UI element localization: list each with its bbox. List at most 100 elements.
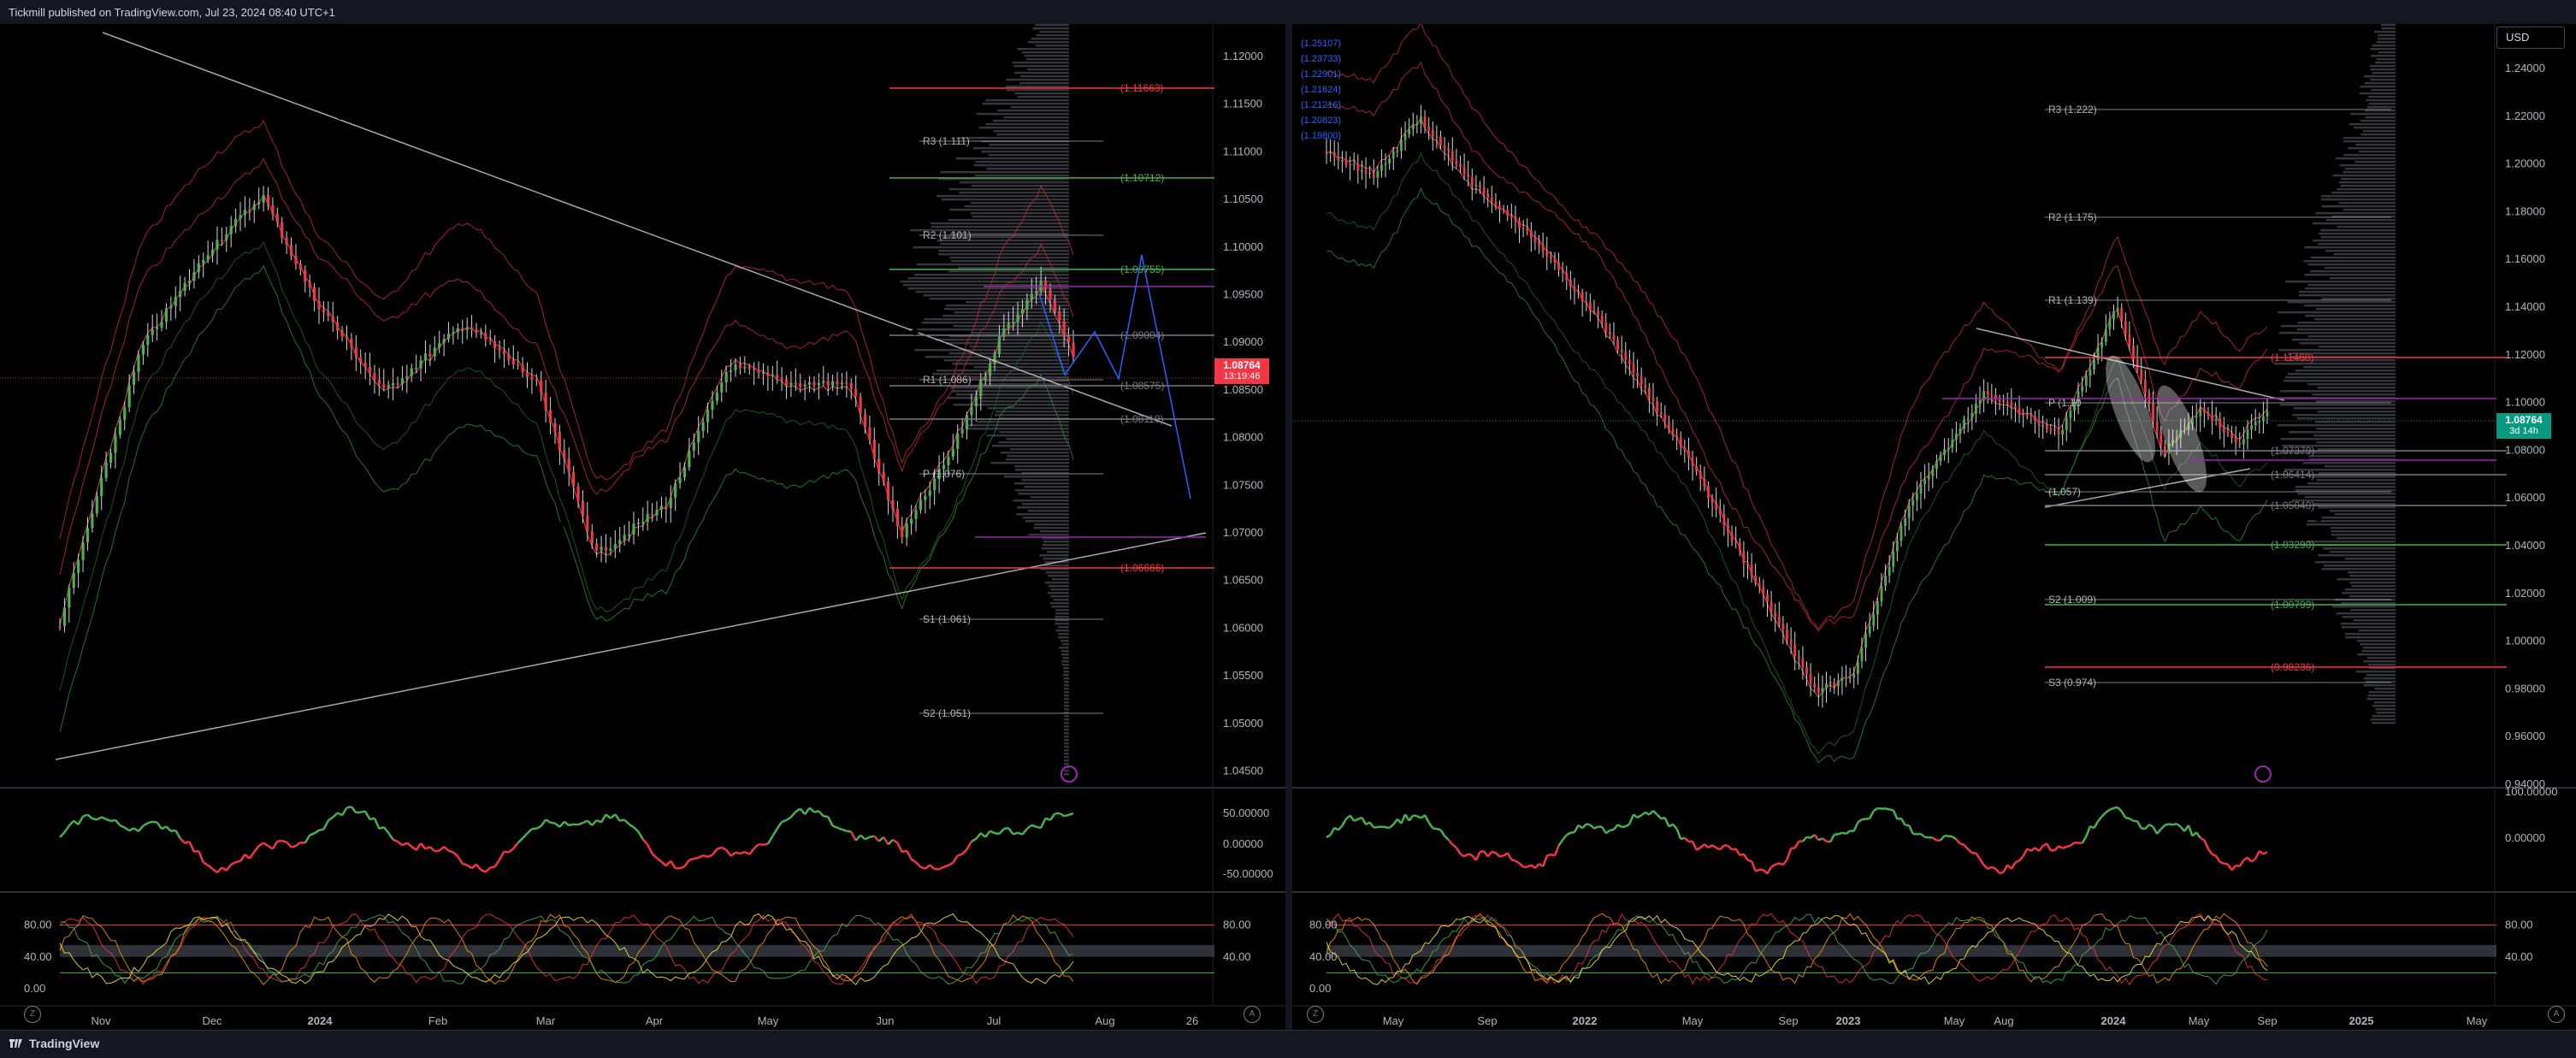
candle-body — [586, 516, 588, 531]
stoch-left-axis-label: 0.00 — [1309, 982, 1331, 995]
candle-body — [123, 407, 126, 420]
volume-profile-bar — [2295, 369, 2396, 372]
oscillator-segment — [1756, 870, 1760, 872]
volume-profile-bar — [949, 352, 1069, 355]
candle-body — [822, 381, 824, 383]
tradingview-brand[interactable]: TradingView — [9, 1037, 99, 1050]
candle-body — [989, 364, 991, 375]
oscillator-segment — [837, 828, 842, 830]
oscillator-segment — [1331, 828, 1335, 835]
volume-profile-bar — [1028, 41, 1069, 44]
candle-body — [378, 380, 381, 384]
volume-profile-bar — [1043, 564, 1069, 567]
volume-profile-bar — [2314, 318, 2396, 321]
candle-body — [2120, 308, 2123, 321]
oscillator-segment — [1520, 863, 1524, 866]
oscillator-segment — [2083, 836, 2087, 843]
oscillator-segment — [1437, 829, 1441, 830]
volume-profile-bar — [2331, 192, 2396, 194]
volume-profile-bar — [2378, 38, 2396, 40]
volume-profile-bar — [992, 445, 1069, 447]
candle-body — [1864, 634, 1867, 648]
oscillator-segment — [731, 853, 736, 856]
left-chart-canvas[interactable]: 1.120001.115001.110001.105001.100001.095… — [0, 24, 1285, 1030]
left-auto-scale-button[interactable]: A — [1244, 1006, 1261, 1023]
currency-button[interactable]: USD — [2496, 27, 2565, 49]
candle-body — [2219, 419, 2221, 429]
candle-body — [1063, 321, 1066, 335]
candle-body — [1822, 689, 1824, 694]
candle-body — [1766, 594, 1769, 601]
candle-body — [711, 401, 713, 410]
left-goto-start-button[interactable]: Z — [24, 1006, 41, 1023]
oscillator-segment — [1988, 867, 1992, 869]
volume-profile-bar — [2370, 48, 2396, 50]
volume-profile-bar — [2307, 541, 2396, 543]
volume-profile-bar — [2370, 79, 2396, 81]
candle-body — [452, 332, 454, 334]
time-axis-label: Apr — [646, 1014, 664, 1027]
candle-body — [1396, 151, 1398, 152]
candle-body — [1613, 334, 1616, 340]
candle-body — [1012, 322, 1014, 323]
candle-body — [221, 240, 223, 242]
volume-profile-bar — [2360, 133, 2396, 136]
candle-body — [1841, 677, 1844, 681]
oscillator-segment — [1716, 848, 1721, 849]
volume-profile-bar — [1064, 732, 1069, 735]
oscillator-segment — [1381, 827, 1385, 828]
volume-profile-bar — [1034, 523, 1069, 526]
candle-body — [568, 458, 570, 471]
stoch-left-axis-label: 40.00 — [24, 950, 52, 963]
candle-body — [304, 270, 306, 282]
candle-body — [1337, 157, 1339, 160]
candle-body — [1404, 134, 1407, 140]
time-axis-label: May — [1682, 1014, 1704, 1027]
candle-body — [1668, 423, 1670, 429]
candle-body — [1365, 170, 1368, 174]
volume-profile-bar — [1006, 458, 1069, 461]
panel-divider[interactable] — [1285, 24, 1292, 1030]
volume-profile-bar — [2307, 383, 2396, 386]
volume-profile-bar — [1063, 667, 1069, 670]
volume-profile-bar — [2297, 417, 2396, 420]
candle-body — [1007, 323, 1010, 328]
volume-profile-bar — [2345, 588, 2396, 591]
right-auto-scale-button[interactable]: A — [2548, 1006, 2565, 1023]
left-last-price: 1.08764 — [1218, 360, 1266, 371]
right-chart-canvas[interactable]: 1.240001.220001.200001.180001.160001.140… — [1292, 24, 2576, 1030]
candle-body — [600, 547, 602, 550]
volume-profile-bar — [2342, 626, 2396, 629]
volume-profile-bar — [997, 109, 1069, 112]
volume-profile-bar — [986, 168, 1069, 170]
upper-band-inner — [1326, 62, 2267, 631]
candle-body — [1656, 401, 1658, 412]
oscillator-segment — [708, 855, 712, 857]
volume-profile-bar — [2311, 257, 2396, 259]
right-goto-start-button[interactable]: Z — [1307, 1006, 1324, 1023]
oscillator-segment — [1452, 844, 1456, 848]
volume-profile-bar — [2333, 174, 2396, 177]
volume-profile-bar — [1055, 609, 1069, 612]
oscillator-segment — [564, 822, 569, 825]
candle-body — [655, 510, 658, 516]
candle-body — [1979, 400, 1982, 404]
volume-profile-bar — [2319, 243, 2396, 245]
candle-body — [2136, 359, 2139, 369]
volume-profile-bar — [2318, 506, 2396, 509]
candle-body — [1016, 314, 1019, 322]
volume-profile-bar — [2364, 75, 2396, 78]
pivot-label: R2 (1.101) — [923, 229, 972, 241]
volume-profile-bar — [952, 390, 1069, 393]
candle-body — [419, 360, 422, 368]
volume-profile-bar — [2376, 712, 2396, 714]
candle-body — [632, 523, 635, 535]
oscillator-segment — [1901, 819, 1905, 825]
candle-body — [1562, 269, 1564, 273]
candle-body — [1781, 624, 1784, 629]
candle-body — [234, 219, 237, 227]
oscillator-segment — [582, 820, 587, 823]
top-label: (1.21624) — [1301, 85, 1341, 95]
